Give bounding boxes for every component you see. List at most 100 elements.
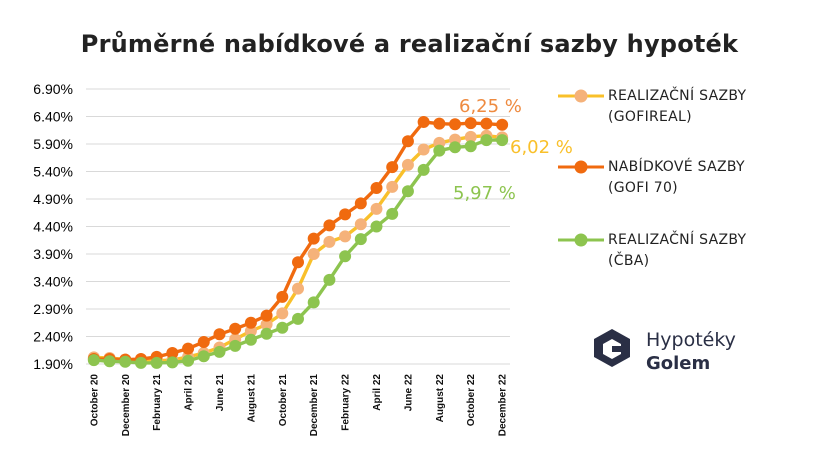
x-tick-label: December 20 (121, 374, 132, 437)
hypoteky-golem-logo: Hypotéky Golem (590, 326, 790, 376)
data-point (307, 232, 320, 245)
y-tick-label: 4.40% (33, 219, 73, 235)
data-point (166, 356, 179, 369)
data-point (182, 342, 195, 355)
data-point (480, 117, 493, 130)
x-tick-label: February 21 (152, 374, 163, 431)
data-point (182, 354, 195, 367)
data-point (323, 273, 336, 286)
legend-item-realizacni-cba: REALIZAČNÍ SAZBY (ČBA) (556, 230, 816, 290)
data-point (354, 218, 367, 231)
data-point (496, 118, 509, 131)
legend-label-line1: NABÍDKOVÉ SAZBY (608, 159, 745, 175)
data-point (354, 233, 367, 246)
y-tick-label: 6.90% (33, 81, 73, 97)
data-point (197, 336, 210, 348)
data-point (370, 182, 383, 194)
series-2 (87, 134, 509, 369)
data-point (213, 328, 226, 341)
y-tick-label: 5.90% (33, 136, 73, 152)
data-point (433, 144, 446, 157)
data-point (307, 296, 320, 309)
data-point (260, 327, 273, 340)
series-1 (87, 116, 509, 366)
logo-word-hypoteky: Hypotéky (646, 329, 736, 351)
data-point (386, 161, 399, 174)
data-point (417, 143, 430, 156)
data-point (339, 230, 352, 243)
data-point (386, 207, 399, 220)
legend-label-line1: REALIZAČNÍ SAZBY (608, 232, 747, 248)
data-point (401, 185, 414, 198)
x-tick-label: October 20 (89, 374, 100, 427)
y-tick-label: 1.90% (33, 356, 73, 372)
data-point (244, 316, 257, 329)
x-tick-label: August 21 (246, 374, 257, 423)
y-tick-label: 5.40% (33, 164, 73, 180)
data-point (433, 117, 446, 130)
series-line (93, 133, 503, 363)
data-point (276, 290, 289, 303)
legend-label-line2: (GOFI 70) (608, 180, 678, 196)
data-point (244, 333, 257, 346)
data-point (449, 141, 462, 154)
y-axis-tick-labels: 6.90% 6.40% 5.90% 5.40% 4.90% 4.40% 3.90% 3.40%… (33, 81, 73, 372)
data-point (323, 219, 336, 232)
data-point (417, 116, 430, 128)
data-point (276, 321, 289, 334)
x-tick-label: December 21 (309, 374, 320, 437)
end-value-label: 5,97 % (453, 183, 516, 204)
data-point (370, 202, 383, 215)
x-tick-label: April 21 (184, 374, 195, 411)
x-tick-label: October 21 (278, 374, 289, 427)
data-point (323, 235, 336, 248)
legend-label-line2: (ČBA) (608, 253, 650, 269)
legend-marker-nabidkove-gofi70 (558, 160, 604, 174)
data-point (166, 347, 179, 359)
chart-title: Průměrné nabídkové a realizační sazby hy… (80, 30, 739, 58)
data-point (370, 220, 383, 233)
data-point (292, 312, 304, 325)
data-point (150, 356, 163, 369)
data-point (292, 256, 304, 269)
data-point (354, 197, 367, 210)
x-tick-label: June 21 (215, 374, 226, 412)
x-tick-label: April 22 (372, 374, 383, 411)
series-layer (87, 116, 509, 369)
x-tick-label: February 22 (341, 374, 352, 431)
data-point (197, 350, 210, 363)
data-point (401, 158, 414, 171)
data-point (307, 248, 320, 260)
x-tick-label: June 22 (403, 374, 414, 412)
end-value-label: 6,25 % (459, 96, 522, 117)
x-tick-label: August 22 (435, 374, 446, 423)
x-tick-label: October 22 (466, 374, 477, 427)
data-point (134, 356, 147, 369)
series-line (93, 138, 503, 365)
data-point (449, 118, 462, 131)
y-tick-label: 3.40% (33, 274, 73, 290)
legend-marker-realizacni-gofireal (558, 89, 604, 103)
logo-word-golem: Golem (646, 353, 711, 374)
data-point (87, 354, 100, 367)
data-point (276, 307, 289, 320)
data-point (339, 208, 352, 221)
legend-label-line2: (GOFIREAL) (608, 109, 692, 125)
end-value-label: 6,02 % (510, 137, 573, 158)
end-labels: 6,02 % 6,25 % 5,97 % (453, 96, 573, 204)
data-point (229, 339, 242, 352)
data-point (119, 355, 132, 368)
data-point (401, 135, 414, 148)
y-tick-label: 2.40% (33, 329, 73, 345)
y-tick-label: 2.90% (33, 301, 73, 317)
y-tick-label: 6.40% (33, 109, 73, 125)
data-point (339, 250, 352, 263)
legend-label-line1: REALIZAČNÍ SAZBY (608, 88, 747, 104)
data-point (244, 325, 257, 337)
legend-item-realizacni-gofireal: REALIZAČNÍ SAZBY (GOFIREAL) (556, 86, 816, 146)
y-tick-label: 4.90% (33, 191, 73, 207)
grid-lines (86, 88, 510, 365)
x-tick-label: December 22 (498, 374, 509, 437)
data-point (229, 322, 242, 335)
